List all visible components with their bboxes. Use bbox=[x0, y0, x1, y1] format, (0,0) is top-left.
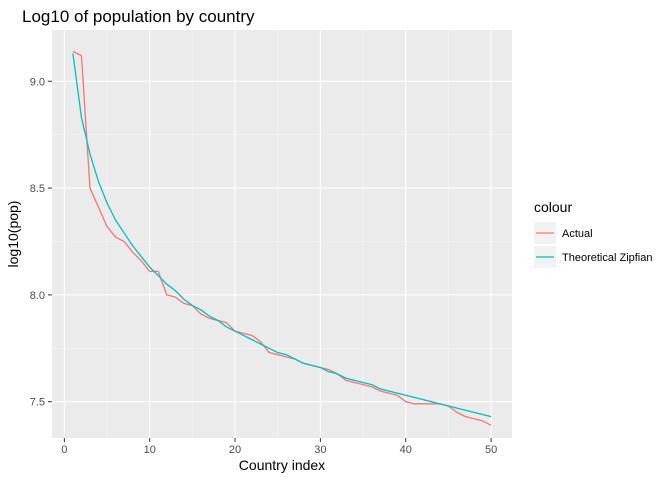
series-line-actual bbox=[72, 50, 492, 426]
x-axis-title: Country index bbox=[239, 457, 325, 473]
x-axis: 0 10 20 30 40 50 bbox=[61, 438, 497, 456]
x-tick-label: 10 bbox=[144, 444, 156, 456]
series-line-theoretical-zipfian bbox=[72, 53, 492, 418]
y-tick-label: 9.0 bbox=[30, 76, 45, 88]
y-axis: 7.5 8.0 8.5 9.0 bbox=[30, 76, 52, 409]
series-lines bbox=[72, 50, 492, 426]
y-axis-title: log10(pop) bbox=[5, 201, 21, 268]
x-tick-label: 30 bbox=[314, 444, 326, 456]
legend-label-actual: Actual bbox=[562, 228, 593, 240]
legend-label-theoretical-zipfian: Theoretical Zipfian bbox=[562, 252, 653, 264]
legend: colour Actual Theoretical Zipfian bbox=[534, 199, 653, 268]
legend-items: Actual Theoretical Zipfian bbox=[534, 222, 653, 268]
chart-title: Log10 of population by country bbox=[22, 7, 255, 26]
y-tick-label: 8.5 bbox=[30, 183, 45, 195]
plot-panel bbox=[52, 30, 512, 438]
x-tick-label: 20 bbox=[229, 444, 241, 456]
x-tick-label: 50 bbox=[485, 444, 497, 456]
legend-title: colour bbox=[534, 199, 572, 215]
y-tick-label: 7.5 bbox=[30, 397, 45, 409]
y-tick-label: 8.0 bbox=[30, 290, 45, 302]
x-tick-label: 40 bbox=[400, 444, 412, 456]
x-tick-label: 0 bbox=[61, 444, 67, 456]
grid-major bbox=[52, 30, 512, 438]
grid-minor bbox=[52, 30, 512, 438]
